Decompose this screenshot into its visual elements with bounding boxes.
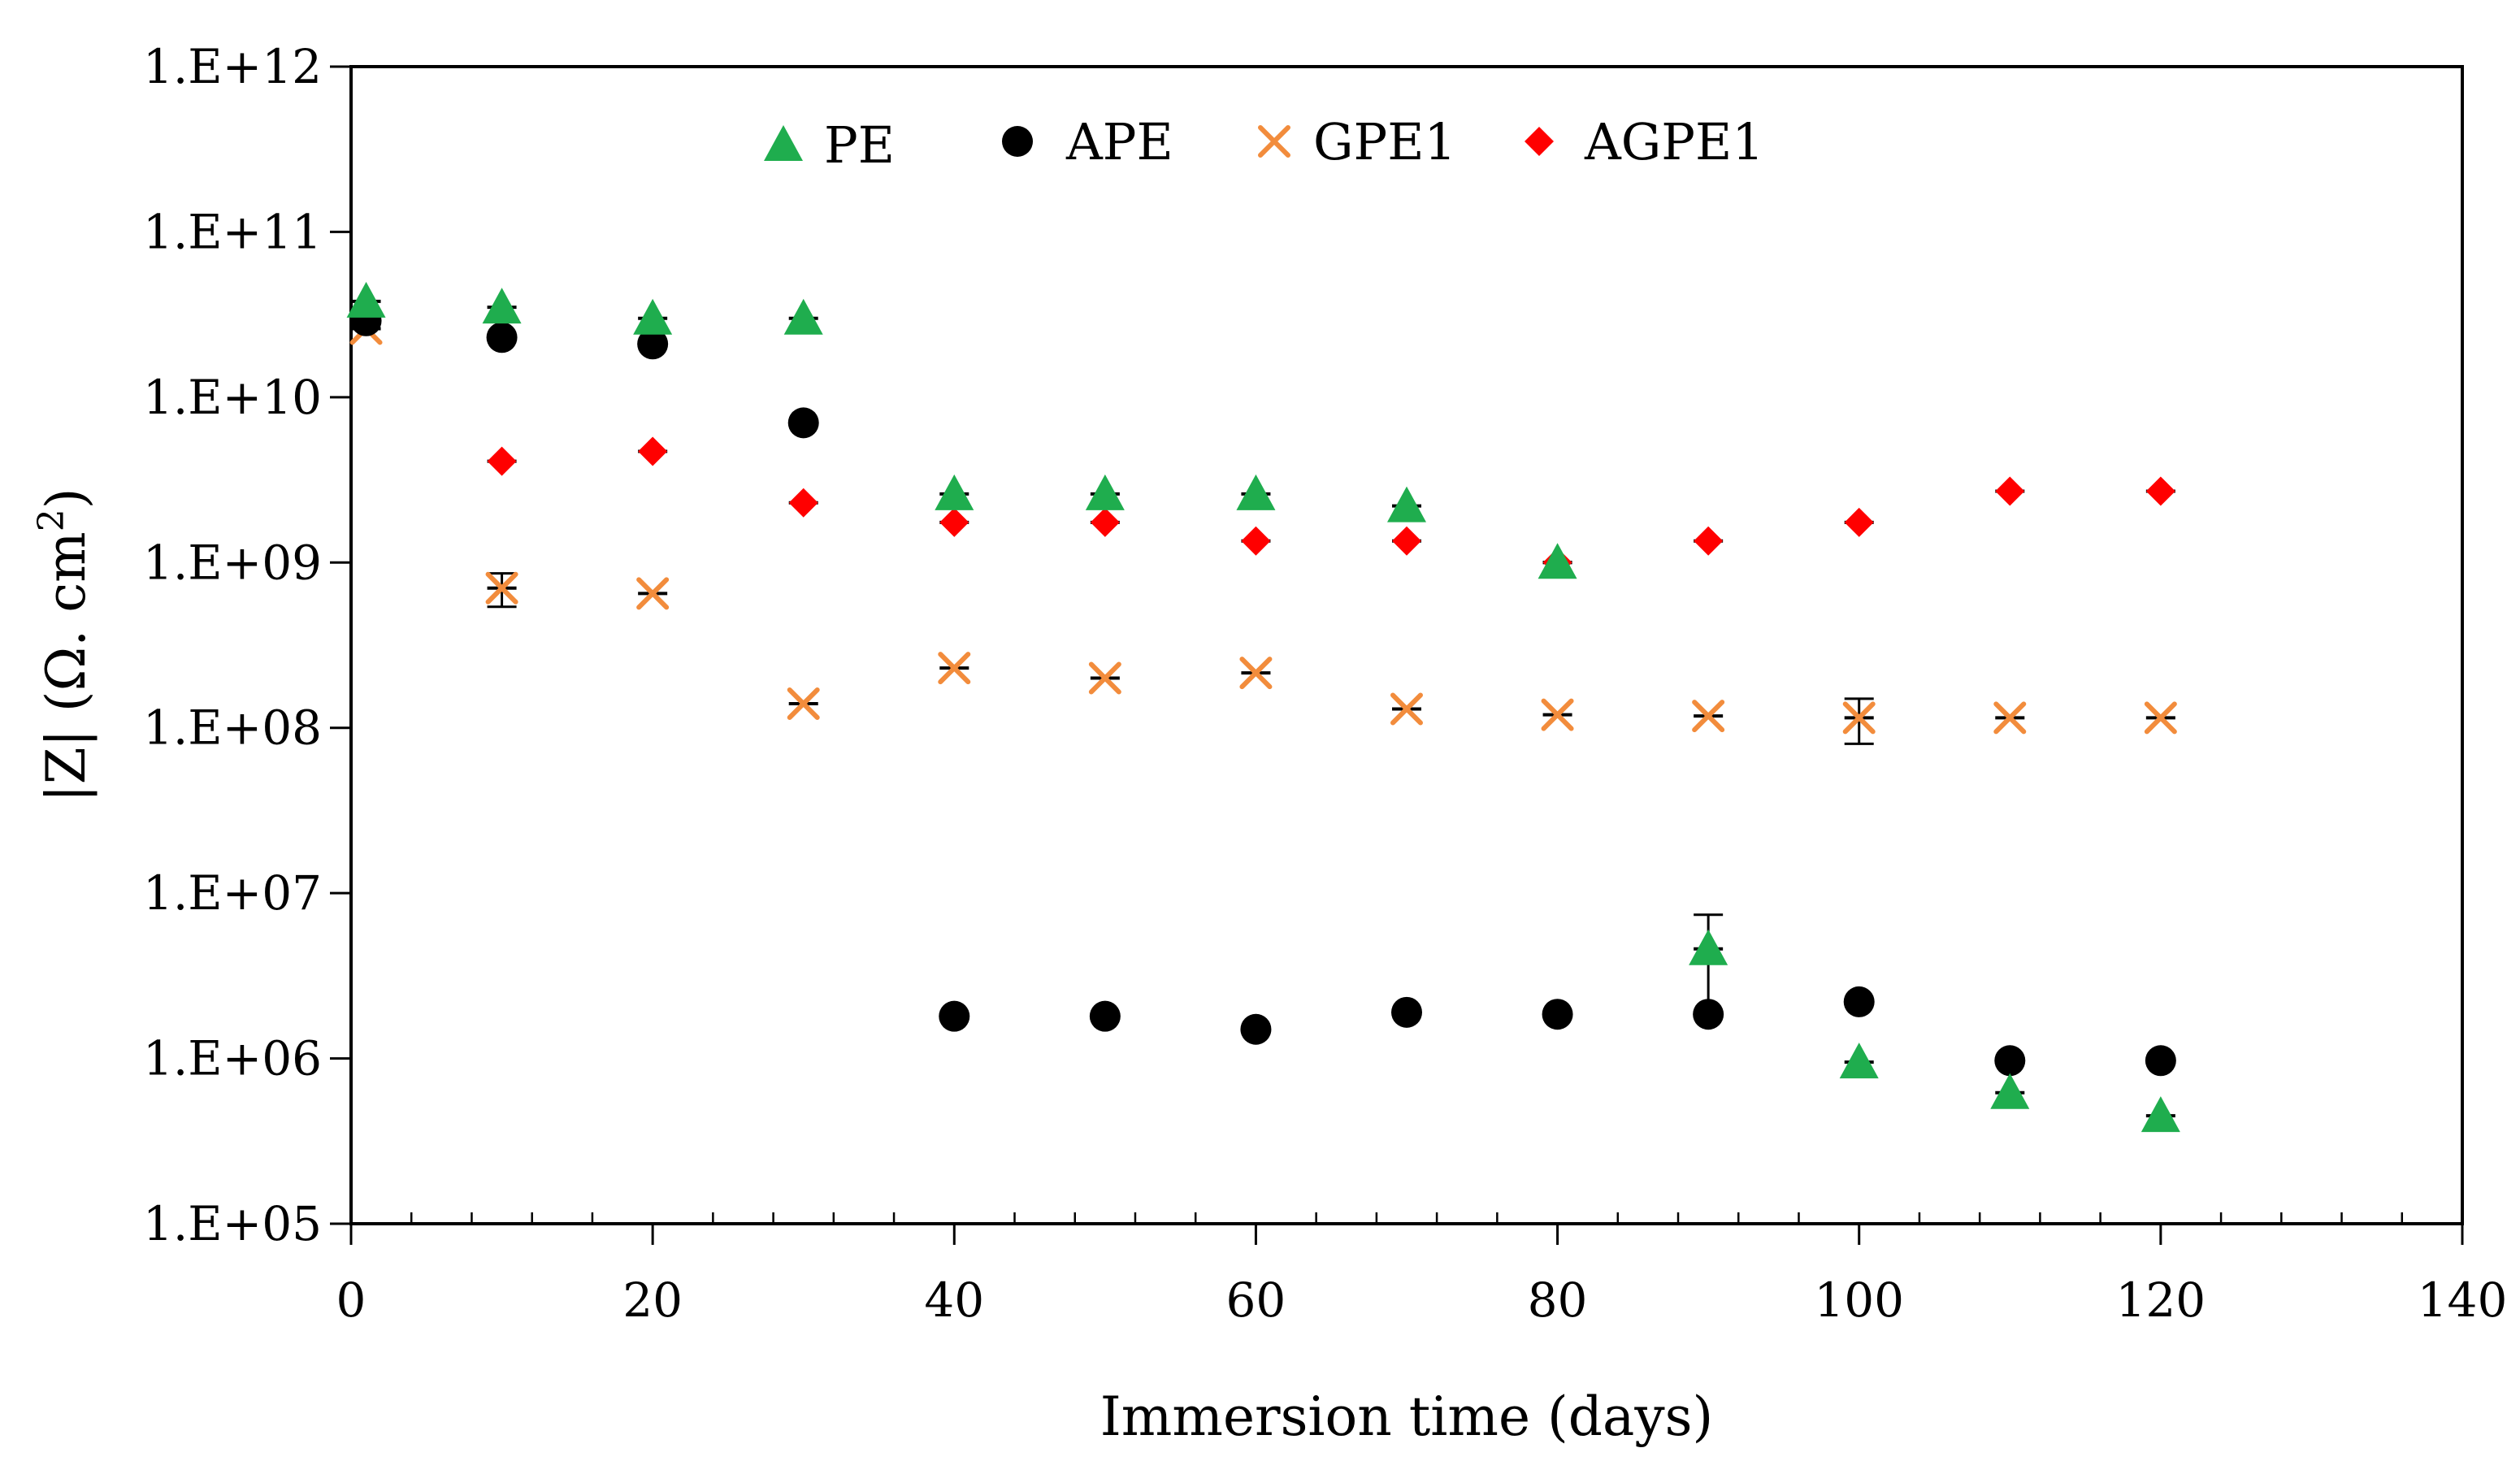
y-axis-title: |Z| (Ω. cm2) bbox=[31, 488, 98, 802]
data-point-agpe1 bbox=[487, 446, 517, 476]
y-tick-label: 1.E+10 bbox=[143, 370, 322, 425]
data-point-pe bbox=[1085, 474, 1125, 510]
data-point-ape bbox=[2145, 1045, 2176, 1077]
data-point-agpe1 bbox=[1241, 526, 1271, 556]
x-tick-label: 80 bbox=[1528, 1272, 1588, 1328]
data-point-gpe1 bbox=[1993, 701, 2027, 735]
y-axis-title-superscript: 2 bbox=[31, 509, 72, 531]
data-point-gpe1 bbox=[938, 652, 971, 685]
x-tick-label: 100 bbox=[1814, 1272, 1904, 1328]
data-point-pe bbox=[1236, 474, 1276, 510]
data-point-agpe1 bbox=[1392, 526, 1421, 556]
x-tick-label: 0 bbox=[336, 1272, 367, 1328]
legend-marker-gpe1 bbox=[1258, 125, 1290, 158]
data-point-pe bbox=[482, 288, 522, 324]
data-point-agpe1 bbox=[1694, 526, 1724, 556]
data-point-ape bbox=[1693, 999, 1724, 1030]
data-point-pe bbox=[2140, 1096, 2180, 1133]
data-point-agpe1 bbox=[1090, 507, 1120, 537]
legend-marker-pe bbox=[764, 125, 803, 161]
x-tick-label: 140 bbox=[2418, 1272, 2508, 1328]
y-axis-ticks: 1.E+05 1.E+06 1.E+07 1.E+08 1.E+09 1.E+10 1.E+… bbox=[143, 39, 351, 1251]
data-point-gpe1 bbox=[1390, 692, 1423, 726]
data-point-gpe1 bbox=[1239, 657, 1273, 690]
data-point-gpe1 bbox=[1692, 700, 1725, 733]
y-tick-label: 1.E+11 bbox=[143, 204, 322, 259]
data-point-ape bbox=[787, 407, 819, 439]
data-point-ape bbox=[1994, 1045, 2026, 1077]
data-point-gpe1 bbox=[1842, 701, 1876, 735]
y-tick-label: 1.E+08 bbox=[143, 700, 322, 756]
data-point-ape bbox=[1089, 1000, 1121, 1032]
data-point-pe bbox=[783, 298, 823, 335]
legend: PE APE GPE1 AGPE1 bbox=[764, 112, 1764, 175]
data-point-agpe1 bbox=[1844, 507, 1874, 537]
data-point-ape bbox=[1391, 996, 1422, 1028]
y-tick-label: 1.E+05 bbox=[143, 1196, 322, 1251]
y-tick-label: 1.E+06 bbox=[143, 1031, 322, 1086]
data-point-ape bbox=[1240, 1013, 1272, 1045]
data-point-gpe1 bbox=[636, 577, 670, 610]
y-tick-label: 1.E+07 bbox=[143, 865, 322, 921]
data-point-gpe1 bbox=[787, 687, 820, 720]
data-point-ape bbox=[637, 328, 669, 360]
x-minor-ticks bbox=[410, 1212, 2404, 1224]
data-points bbox=[346, 281, 2180, 1133]
x-tick-label: 40 bbox=[924, 1272, 984, 1328]
x-tick-label: 120 bbox=[2115, 1272, 2206, 1328]
data-point-ape bbox=[939, 1000, 970, 1032]
data-point-pe bbox=[1689, 929, 1728, 965]
data-point-pe bbox=[935, 474, 974, 510]
data-point-gpe1 bbox=[1088, 661, 1121, 695]
data-point-agpe1 bbox=[788, 488, 818, 518]
plot-area bbox=[349, 65, 2464, 1225]
data-point-pe bbox=[346, 281, 386, 318]
x-tick-label: 60 bbox=[1226, 1272, 1286, 1328]
data-point-ape bbox=[486, 322, 518, 353]
y-axis-title-close: ) bbox=[35, 488, 98, 509]
x-axis-title: Immersion time (days) bbox=[1100, 1385, 1714, 1448]
legend-label-ape: APE bbox=[1065, 112, 1173, 171]
data-point-agpe1 bbox=[939, 507, 969, 537]
x-tick-label: 20 bbox=[622, 1272, 683, 1328]
legend-marker-agpe1 bbox=[1525, 127, 1554, 156]
legend-label-agpe1: AGPE1 bbox=[1584, 112, 1764, 171]
data-point-gpe1 bbox=[485, 571, 518, 605]
data-point-pe bbox=[1538, 543, 1577, 579]
data-point-ape bbox=[1843, 986, 1875, 1017]
data-point-pe bbox=[1387, 486, 1426, 522]
data-point-agpe1 bbox=[638, 436, 668, 466]
legend-label-pe: PE bbox=[824, 115, 895, 175]
data-point-pe bbox=[1839, 1043, 1879, 1079]
legend-marker-ape bbox=[1002, 126, 1033, 157]
data-point-agpe1 bbox=[1995, 476, 2025, 506]
data-point-agpe1 bbox=[2145, 476, 2175, 506]
data-point-gpe1 bbox=[1541, 698, 1574, 731]
data-point-gpe1 bbox=[2144, 701, 2177, 735]
data-point-ape bbox=[1542, 999, 1573, 1030]
y-axis-title-main: |Z| (Ω. cm bbox=[35, 531, 98, 802]
x-axis-ticks: 0 20 40 60 80 100 120 140 bbox=[336, 1224, 2508, 1328]
y-tick-label: 1.E+09 bbox=[143, 535, 322, 590]
legend-label-gpe1: GPE1 bbox=[1313, 112, 1456, 171]
y-tick-label: 1.E+12 bbox=[143, 39, 322, 94]
data-point-pe bbox=[1990, 1073, 2030, 1109]
data-point-pe bbox=[633, 298, 673, 335]
